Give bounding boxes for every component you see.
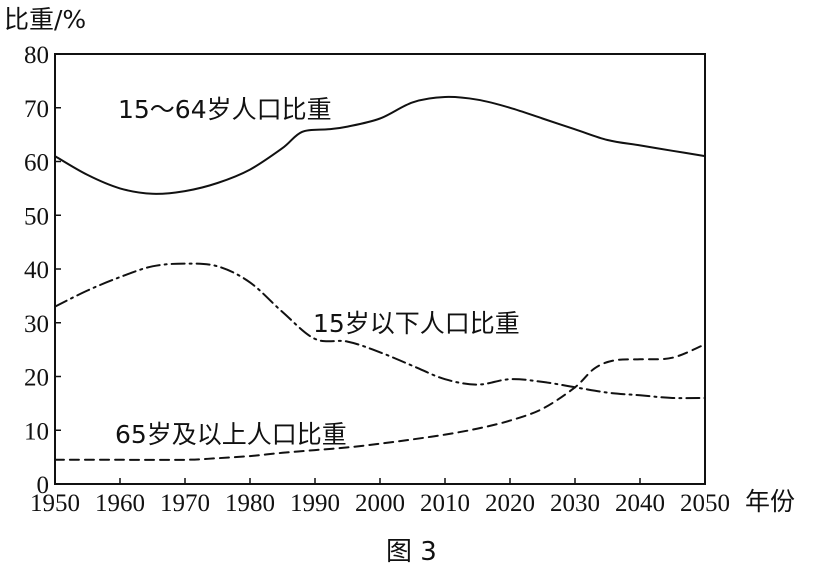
series-65-plus-line: [54, 343, 706, 461]
y-tick-label: 30: [24, 311, 49, 338]
x-tick-label: 2020: [485, 490, 535, 517]
x-tick-label: 1950: [30, 490, 80, 517]
series-labels: 15～64岁人口比重 15岁以下人口比重 65岁及以上人口比重: [115, 95, 520, 449]
y-tick-label: 80: [24, 42, 49, 69]
x-tick-label: 2010: [420, 490, 470, 517]
y-tick-label: 10: [24, 418, 49, 445]
series-label-working-age: 15～64岁人口比重: [118, 95, 332, 124]
series-label-under-15: 15岁以下人口比重: [313, 309, 520, 338]
series-working-age-line: [54, 95, 706, 195]
figure-caption: 图 3: [386, 537, 437, 567]
y-axis-title: 比重/%: [4, 5, 86, 34]
y-tick-label: 60: [24, 150, 49, 177]
series-group: [54, 95, 706, 461]
y-tick-label: 70: [24, 96, 49, 123]
y-tick-label: 0: [37, 472, 50, 499]
x-tick-label: 1960: [95, 490, 145, 517]
x-tick-label: 1980: [225, 490, 275, 517]
x-tick-label: 1970: [160, 490, 210, 517]
x-tick-label: 2050: [680, 490, 730, 517]
series-label-65-plus: 65岁及以上人口比重: [115, 420, 347, 449]
x-tick-label: 1990: [290, 490, 340, 517]
x-tick-label: 2000: [355, 490, 405, 517]
x-axis-title: 年份: [745, 487, 795, 516]
series-under-15-line: [54, 262, 706, 400]
y-tick-label: 40: [24, 257, 49, 284]
y-tick-label: 50: [24, 203, 49, 230]
x-tick-label: 2030: [550, 490, 600, 517]
y-tick-label: 20: [24, 365, 49, 392]
x-tick-label: 2040: [615, 490, 665, 517]
